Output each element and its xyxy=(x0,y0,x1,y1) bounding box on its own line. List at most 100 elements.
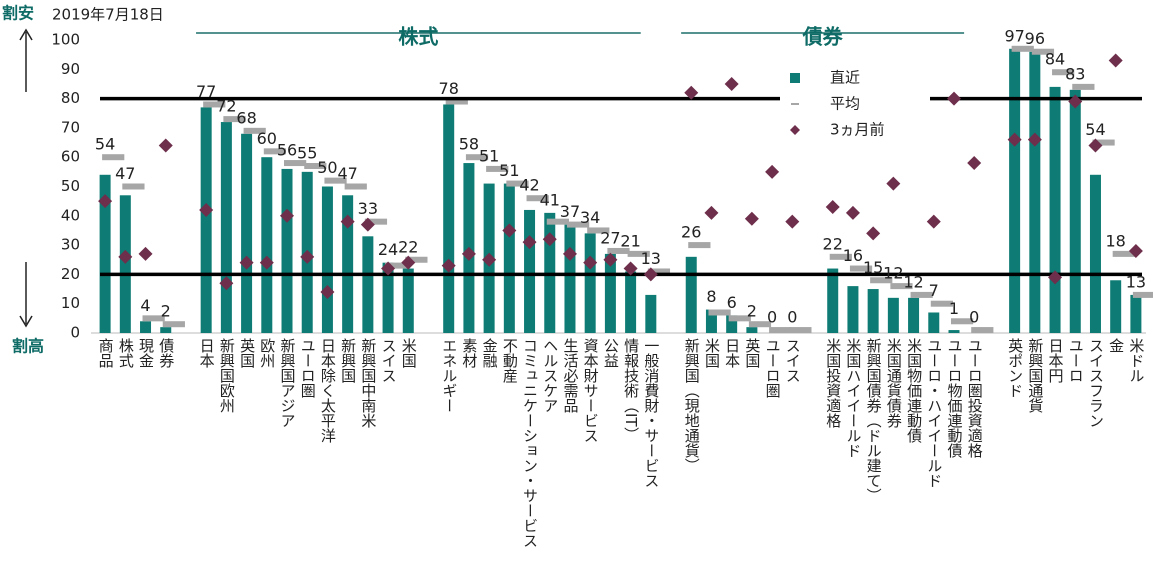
average-dash xyxy=(304,162,327,169)
diamond-marker xyxy=(118,249,133,264)
x-tick-label: ユーロ・ハイイールド xyxy=(925,338,943,488)
x-tick-label: スイス xyxy=(784,338,802,383)
average-dash xyxy=(587,227,610,234)
value-label: 22 xyxy=(398,237,418,256)
bar xyxy=(342,195,354,333)
bar xyxy=(564,224,576,333)
average-dash xyxy=(971,327,994,334)
y-tick-label: 60 xyxy=(61,148,80,166)
value-label: 56 xyxy=(277,141,297,160)
diamond-marker xyxy=(1027,132,1042,147)
bar xyxy=(119,195,131,333)
x-tick-label: 新興国 xyxy=(339,338,357,383)
diamond-marker xyxy=(360,217,375,232)
value-label: 12 xyxy=(903,272,923,291)
bar xyxy=(705,309,717,333)
diamond-marker xyxy=(239,255,254,270)
value-label: 18 xyxy=(1106,231,1126,250)
average-dash xyxy=(506,180,529,187)
x-tick-label: 新興国アジア xyxy=(279,338,297,428)
diamond-marker xyxy=(562,246,577,261)
average-dash xyxy=(566,221,590,228)
value-label: 37 xyxy=(560,202,580,221)
value-label: 8 xyxy=(706,287,716,306)
average-dash xyxy=(526,195,549,202)
bar xyxy=(948,330,960,333)
x-tick-label: 生活必需品 xyxy=(561,338,579,413)
x-tick-label: ユーロ圏 xyxy=(764,338,782,398)
diamond-marker xyxy=(724,76,739,91)
x-tick-label: 公益 xyxy=(602,338,620,368)
average-dash xyxy=(1112,250,1135,257)
x-tick-label: スイス xyxy=(380,338,398,383)
bar xyxy=(1130,294,1142,333)
x-tick-label: 英ポンド xyxy=(1006,337,1024,398)
y-tick-label: 0 xyxy=(70,324,80,342)
x-tick-label: 米国 xyxy=(400,338,418,368)
diamond-marker xyxy=(1128,243,1143,258)
x-tick-label: 米国通貨債券 xyxy=(885,338,903,429)
value-label: 27 xyxy=(600,228,620,247)
average-dash xyxy=(647,268,671,275)
bar xyxy=(645,294,657,333)
value-label: 51 xyxy=(479,146,499,165)
average-dash xyxy=(607,247,630,254)
value-label: 78 xyxy=(439,79,459,98)
value-label: 6 xyxy=(727,293,737,312)
x-tick-label: 新興国（現地通貨） xyxy=(683,338,701,473)
bar xyxy=(362,236,374,333)
average-dash xyxy=(445,98,468,105)
bar xyxy=(746,327,758,333)
average-dash xyxy=(385,262,408,269)
diamond-marker xyxy=(461,246,476,261)
value-label: 50 xyxy=(317,158,337,177)
value-label: 77 xyxy=(196,82,216,101)
x-tick-label: 金融 xyxy=(481,338,499,368)
legend-label: 平均 xyxy=(830,95,860,113)
value-label: 60 xyxy=(257,129,277,148)
bar xyxy=(1089,174,1101,333)
value-label: 0 xyxy=(767,308,777,327)
value-label: 1 xyxy=(949,299,959,318)
y-tick-label: 50 xyxy=(61,177,80,195)
value-label: 16 xyxy=(843,246,863,265)
diamond-marker xyxy=(866,226,881,241)
average-dash xyxy=(102,154,125,161)
average-dash xyxy=(829,253,852,260)
average-dash xyxy=(890,283,913,290)
value-label: 47 xyxy=(115,164,135,183)
diamond-marker xyxy=(785,214,800,229)
value-label: 2 xyxy=(161,302,171,321)
diamond-marker xyxy=(845,205,860,220)
y-tick-label: 30 xyxy=(61,236,80,254)
x-tick-label: 金 xyxy=(1107,338,1125,353)
bar xyxy=(847,286,859,333)
value-label: 15 xyxy=(863,258,883,277)
value-label: 0 xyxy=(787,308,797,327)
diamond-marker xyxy=(320,284,335,299)
bar xyxy=(1049,86,1061,333)
x-tick-label: エネルギー xyxy=(440,338,458,413)
x-tick-label: 債券 xyxy=(157,338,175,369)
average-dash xyxy=(849,265,873,272)
value-label: 4 xyxy=(140,296,150,315)
value-label: 96 xyxy=(1025,29,1045,48)
y-tick-label: 10 xyxy=(61,294,80,312)
bar xyxy=(928,312,940,333)
diamond-marker xyxy=(219,276,234,291)
x-tick-label: 一般消費財・サービス xyxy=(642,338,660,488)
diamond-marker xyxy=(401,255,416,270)
bar xyxy=(726,315,738,333)
diamond-marker xyxy=(744,211,759,226)
x-tick-label: 商品 xyxy=(97,338,115,368)
value-label: 42 xyxy=(519,176,539,195)
x-tick-label: 米ドル xyxy=(1127,338,1145,383)
bar xyxy=(685,256,697,333)
average-dash xyxy=(162,321,185,328)
y-tick-label: 90 xyxy=(61,60,80,78)
diamond-marker xyxy=(542,232,557,247)
bar xyxy=(1110,280,1122,333)
average-dash xyxy=(546,218,569,225)
y-tick-label: 20 xyxy=(61,265,80,283)
value-label: 55 xyxy=(297,143,317,162)
